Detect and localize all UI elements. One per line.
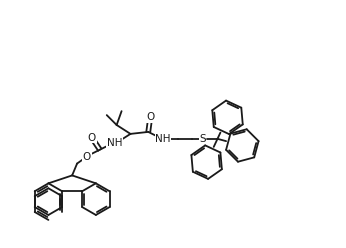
Text: O: O [146, 112, 154, 122]
Text: NH: NH [155, 134, 171, 144]
Text: NH: NH [107, 138, 122, 148]
Text: O: O [83, 152, 91, 162]
Text: O: O [88, 133, 96, 143]
Text: S: S [199, 134, 206, 144]
